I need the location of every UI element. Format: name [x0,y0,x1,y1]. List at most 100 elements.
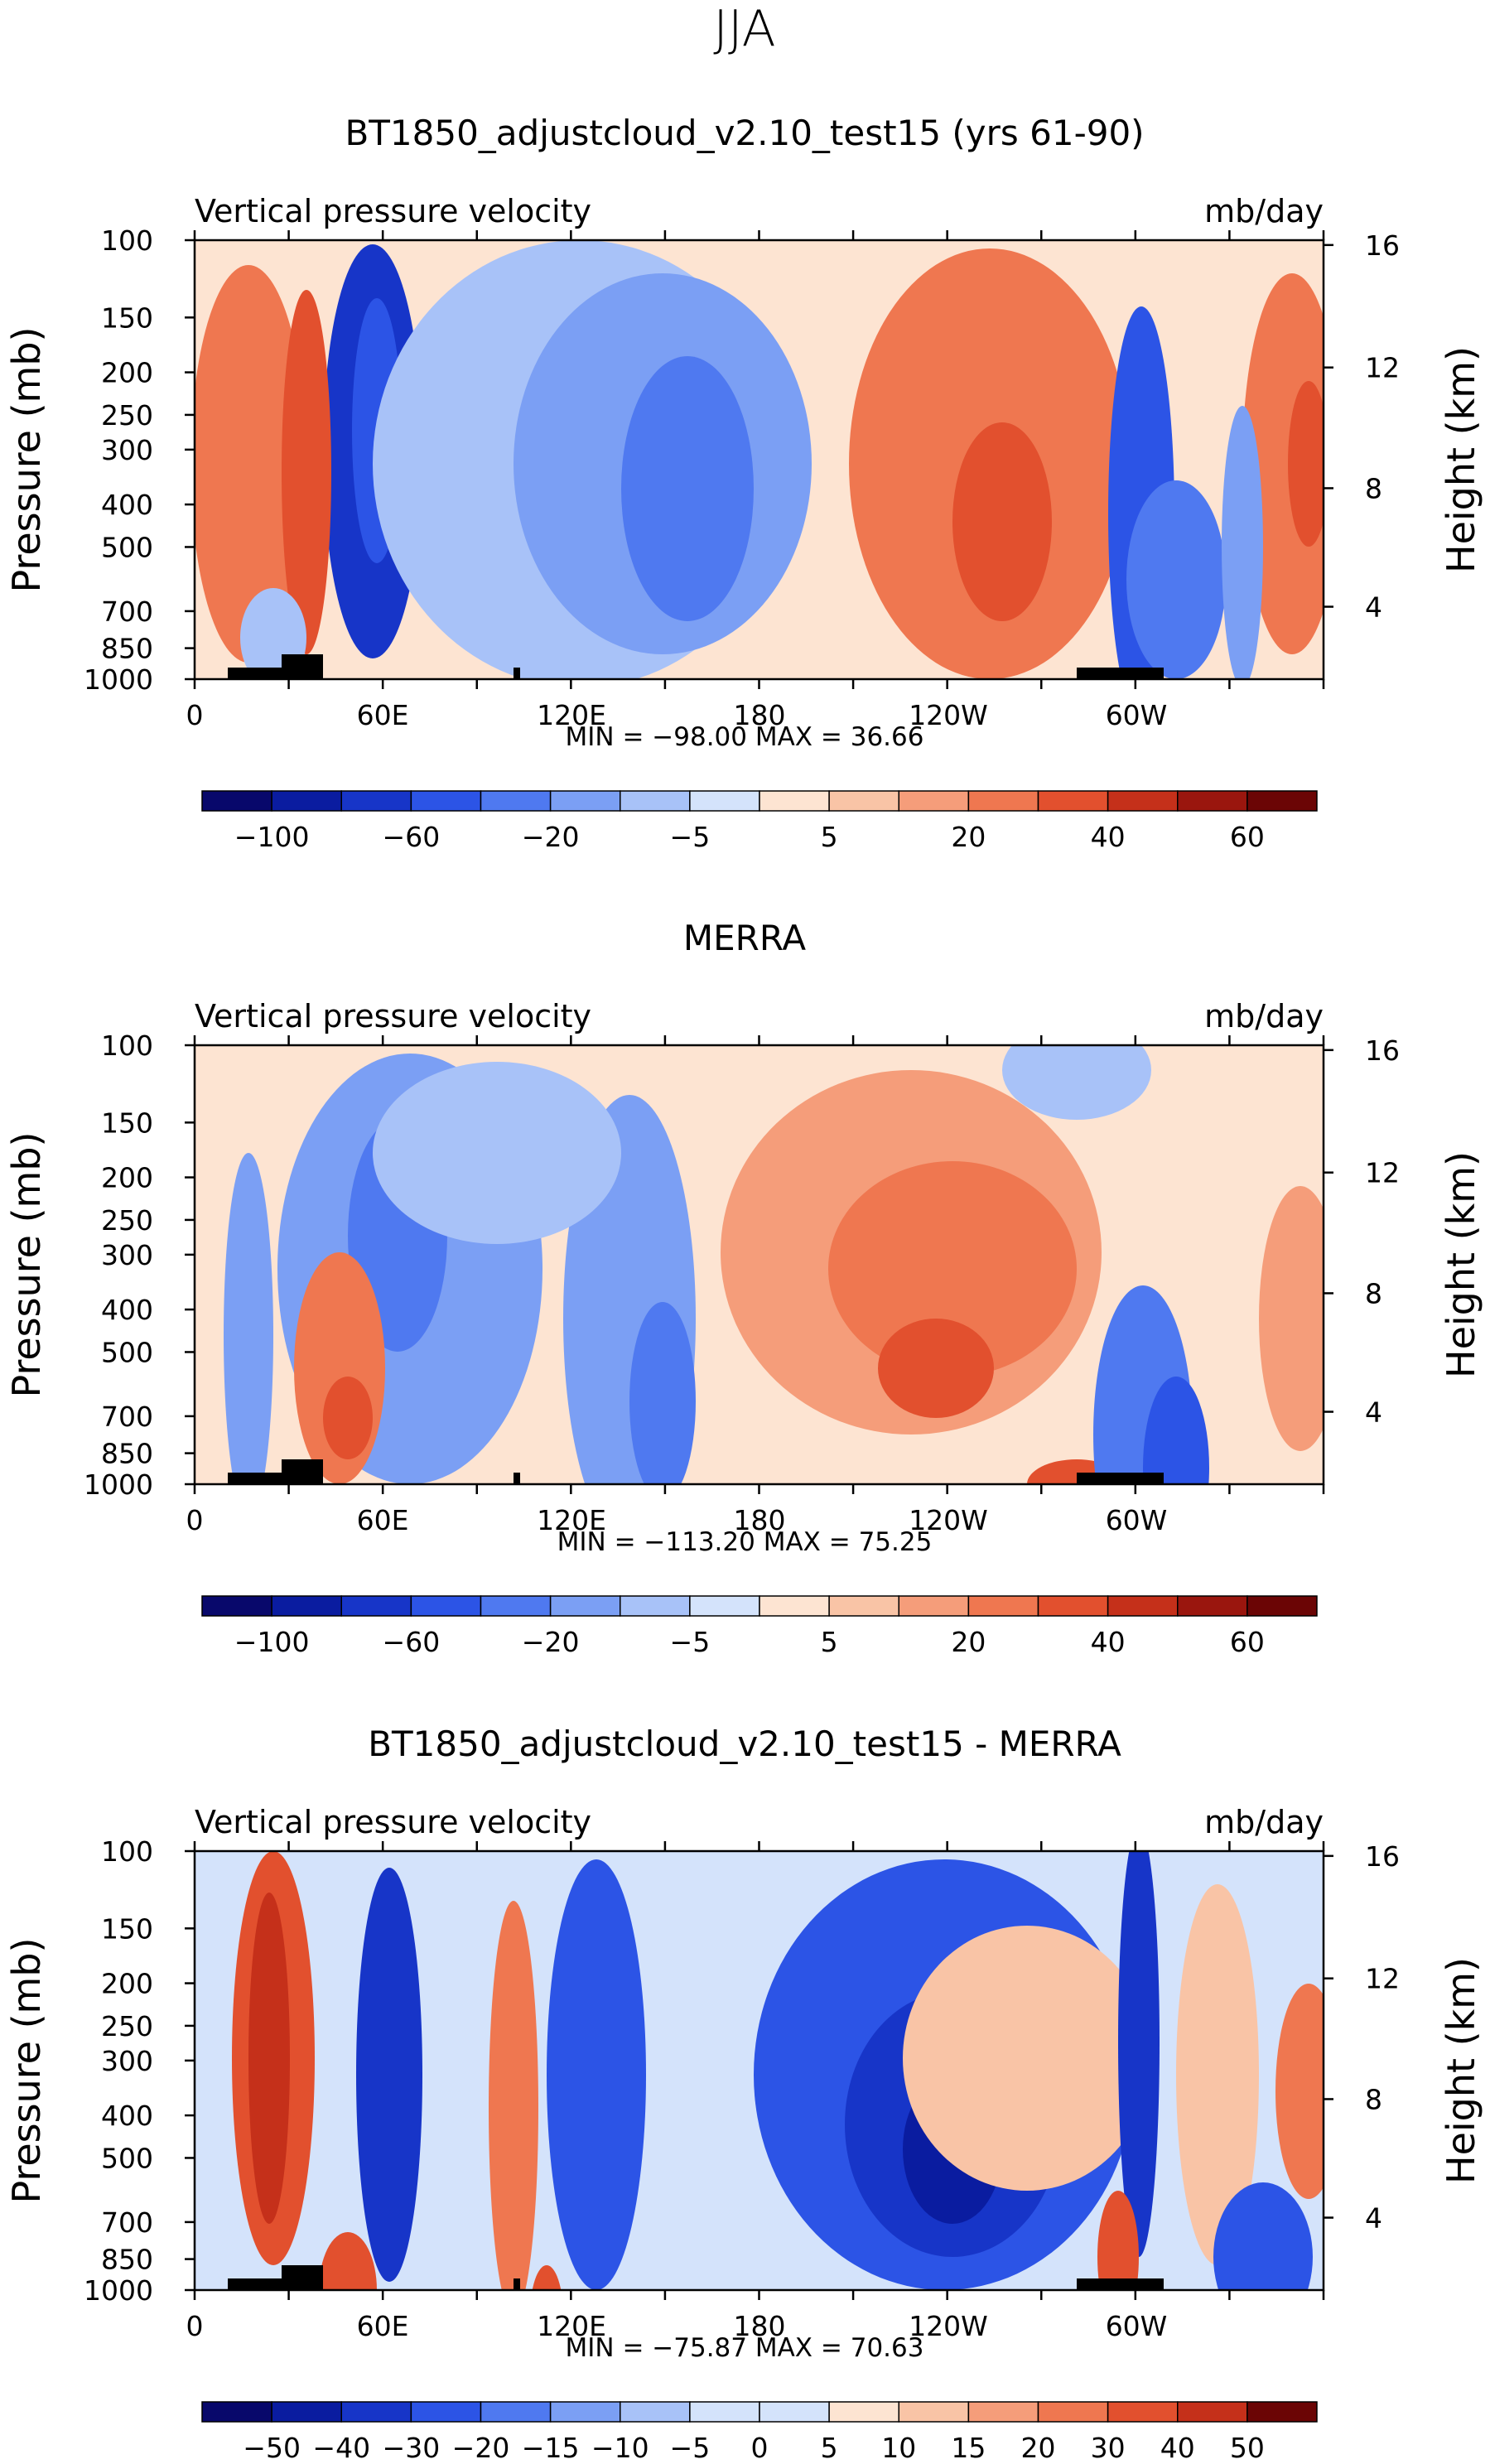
pressure-axis-title: Pressure (mb) [4,327,49,593]
pressure-tick-label: 250 [101,1204,153,1237]
colorbar-swatch [1177,1595,1248,1617]
colorbar-swatch [480,2401,552,2423]
contour-region [248,1893,290,2224]
colorbar-swatch [1246,790,1318,812]
pressure-tick-label: 500 [101,1336,153,1368]
variable-label: Vertical pressure velocity [195,1804,591,1840]
pressure-tick-label: 1000 [84,1468,153,1501]
contour-region [1002,1045,1151,1120]
pressure-tick-label: 300 [101,2045,153,2077]
longitude-tick-label: 180 [734,1504,786,1536]
colorbar-label: −100 [234,821,310,853]
colorbar-swatch [340,1595,412,1617]
colorbar-label: 20 [1021,2432,1056,2464]
contour-region [547,1859,646,2290]
height-tick-label: 12 [1365,1157,1400,1189]
colorbar-swatch [898,790,970,812]
contour-region [356,1868,422,2282]
pressure-tick-label: 200 [101,357,153,389]
colorbar-swatch [759,1595,830,1617]
longitude-tick-label: 60W [1106,2310,1168,2342]
colorbar-label: −10 [591,2432,649,2464]
pressure-tick-label: 850 [101,1438,153,1470]
colorbar-swatch [828,790,899,812]
colorbar-swatch [898,1595,970,1617]
colorbar-swatch [271,790,342,812]
height-tick-label: 8 [1365,472,1382,504]
topography [1077,668,1164,679]
colorbar-label: 10 [881,2432,916,2464]
colorbar-swatch [759,2401,830,2423]
units-label: mb/day [1204,998,1324,1034]
colorbar-label: 15 [951,2432,986,2464]
contour-region [319,2232,377,2290]
colorbar: −50 −40 −30 −20 −15 −10 −5 0 5 10 15 20 30 40 50 [201,2401,1318,2464]
longitude-tick-label: 60W [1106,1504,1168,1536]
pressure-tick-label: 150 [101,301,153,334]
longitude-tick-label: 60E [357,2310,409,2342]
height-axis-title: Height (km) [1439,1957,1483,2184]
pressure-tick-label: 700 [101,1401,153,1433]
pressure-tick-label: 250 [101,399,153,432]
pressure-tick-label: 400 [101,489,153,521]
panel-title: BT1850_adjustcloud_v2.10_test15 - MERRA [368,1724,1121,1764]
colorbar-label: −5 [670,1626,711,1658]
colorbar-label: −20 [452,2432,510,2464]
longitude-tick-label: 60W [1106,699,1168,731]
pressure-axis-title: Pressure (mb) [4,1132,49,1398]
colorbar-label: −100 [234,1626,310,1658]
colorbar-label: 5 [821,821,838,853]
longitude-tick-label: 180 [734,2310,786,2342]
topography [1077,1473,1164,1484]
units-label: mb/day [1204,193,1324,229]
colorbar-label: −40 [312,2432,370,2464]
longitude-tick-label: 0 [186,1504,204,1536]
pressure-tick-label: 1000 [84,663,153,696]
colorbar-swatch [828,1595,899,1617]
colorbar-swatch [1037,2401,1109,2423]
colorbar-swatch [549,790,621,812]
colorbar-swatch [201,2401,272,2423]
contour-region [1126,480,1226,679]
height-tick-label: 8 [1365,2083,1382,2115]
contour-region [1275,1984,1324,2199]
colorbar-label: 5 [821,1626,838,1658]
colorbar-swatch [1037,1595,1109,1617]
topography [514,2278,520,2290]
colorbar: −100 −60 −20 −5 5 20 40 60 [201,1595,1318,1658]
height-axis-title: Height (km) [1439,1151,1483,1378]
contour-region [282,290,331,654]
colorbar-swatch [620,2401,691,2423]
colorbar-label: −60 [383,1626,441,1658]
colorbar-swatch [1246,2401,1318,2423]
variable-label: Vertical pressure velocity [195,193,591,229]
longitude-tick-label: 120E [537,1504,606,1536]
season-title: JJA [713,0,775,58]
longitude-tick-label: 0 [186,2310,204,2342]
colorbar-swatch [271,2401,342,2423]
colorbar-label: −20 [522,821,580,853]
colorbar-swatch [410,1595,482,1617]
pressure-tick-label: 150 [101,1912,153,1945]
pressure-tick-label: 250 [101,2010,153,2042]
colorbar-swatch [340,790,412,812]
longitude-tick-label: 60E [357,699,409,731]
panel-model: BT1850_adjustcloud_v2.10_test15 (yrs 61-… [4,113,1483,853]
min-max-stats: MIN = −75.87 MAX = 70.63 [566,2333,924,2363]
colorbar-label: 20 [951,1626,986,1658]
units-label: mb/day [1204,1804,1324,1840]
topography [1077,2278,1164,2290]
colorbar-label: −60 [383,821,441,853]
colorbar-swatch [1246,1595,1318,1617]
colorbar-label: 40 [1091,821,1126,853]
longitude-tick-label: 120E [537,2310,606,2342]
contour-region [532,2265,562,2290]
colorbar-swatch [480,790,552,812]
contour-region [1097,2191,1139,2290]
panel-title: MERRA [683,918,806,958]
colorbar: −100 −60 −20 −5 5 20 40 60 [201,790,1318,853]
topography [282,654,323,679]
height-tick-label: 12 [1365,1963,1400,1995]
colorbar-label: −5 [670,821,711,853]
pressure-tick-label: 300 [101,1239,153,1271]
